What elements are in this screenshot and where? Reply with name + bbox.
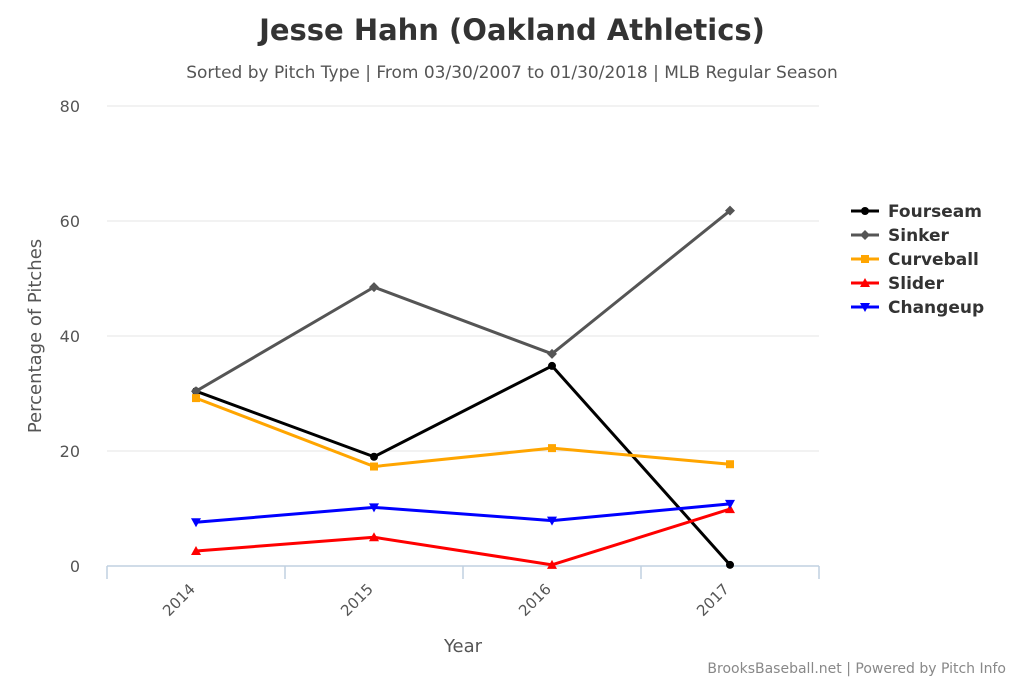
series-changeup [191, 499, 735, 528]
y-axis-label: Percentage of Pitches [25, 239, 46, 433]
data-point-sinker[interactable] [725, 205, 735, 216]
x-tick-label: 2014 [159, 580, 199, 620]
grid-lines [107, 105, 819, 452]
series-line-curveball [195, 396, 731, 469]
data-point-sinker[interactable] [369, 282, 379, 293]
data-point-changeup[interactable] [191, 518, 201, 528]
x-tick-label: 2015 [337, 580, 377, 620]
legend-label-slider: Slider [888, 274, 945, 294]
x-tick-label: 2017 [693, 580, 733, 620]
legend[interactable]: Fourseam Sinker Curveball Slider Changeup [851, 202, 984, 318]
legend-label-changeup: Changeup [888, 298, 984, 318]
y-tick-label: 20 [60, 442, 80, 461]
legend-item-slider[interactable]: Slider [851, 274, 945, 294]
data-point-sinker[interactable] [547, 348, 557, 359]
data-point-sinker[interactable] [191, 386, 201, 397]
data-point-slider[interactable] [191, 546, 201, 556]
data-point-curveball[interactable] [192, 394, 200, 403]
legend-item-sinker[interactable]: Sinker [851, 226, 950, 246]
data-point-curveball[interactable] [726, 460, 734, 469]
data-point-slider[interactable] [547, 559, 557, 569]
y-tick-label: 80 [60, 97, 80, 116]
legend-marker-slider[interactable] [860, 278, 870, 287]
data-point-fourseam[interactable] [370, 452, 378, 461]
series-line-slider [195, 507, 731, 567]
y-tick-label: 40 [60, 327, 80, 346]
legend-item-changeup[interactable]: Changeup [851, 298, 984, 318]
y-tick-label: 0 [70, 557, 80, 576]
x-axis-label: Year [443, 636, 483, 657]
series-fourseam [192, 361, 734, 569]
data-point-changeup[interactable] [547, 516, 557, 526]
series-curveball [192, 394, 734, 471]
data-point-fourseam[interactable] [548, 361, 556, 370]
legend-label-sinker: Sinker [888, 226, 950, 246]
series-sinker [191, 205, 735, 397]
data-point-curveball[interactable] [370, 462, 378, 471]
x-tick-label: 2016 [515, 580, 555, 620]
legend-marker-changeup[interactable] [860, 303, 870, 312]
chart-title: Jesse Hahn (Oakland Athletics) [257, 13, 765, 47]
legend-item-fourseam[interactable]: Fourseam [851, 202, 982, 222]
legend-label-fourseam: Fourseam [888, 202, 982, 222]
data-point-curveball[interactable] [548, 444, 556, 453]
series-line-sinker [195, 209, 731, 393]
series-slider [191, 504, 735, 569]
series-group [191, 205, 735, 569]
series-line-fourseam [195, 364, 732, 566]
data-point-fourseam[interactable] [726, 560, 734, 569]
legend-marker-fourseam[interactable] [861, 207, 869, 215]
legend-marker-curveball[interactable] [861, 255, 869, 263]
data-point-changeup[interactable] [725, 499, 735, 509]
credits-text[interactable]: BrooksBaseball.net | Powered by Pitch In… [707, 661, 1006, 677]
legend-marker-sinker[interactable] [860, 230, 870, 240]
series-line-changeup [195, 502, 731, 524]
y-tick-label: 60 [60, 212, 80, 231]
legend-label-curveball: Curveball [888, 250, 979, 270]
chart-subtitle: Sorted by Pitch Type | From 03/30/2007 t… [186, 63, 838, 83]
data-point-slider[interactable] [369, 532, 379, 542]
data-point-changeup[interactable] [369, 503, 379, 513]
axes: 0 20 40 60 80 2014 2015 2016 2017 [60, 97, 820, 620]
legend-item-curveball[interactable]: Curveball [851, 250, 979, 270]
